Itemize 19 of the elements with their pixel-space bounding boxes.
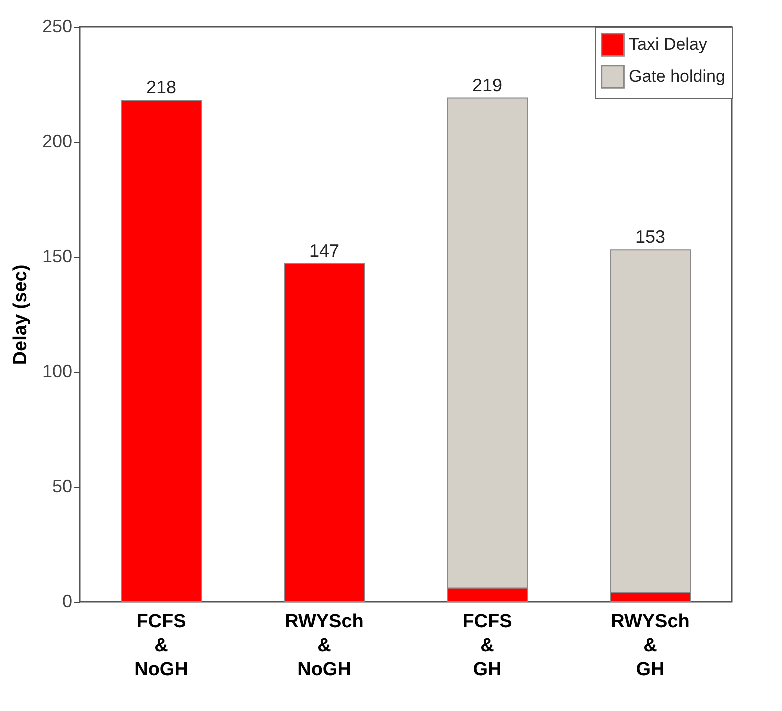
x-tick-label: RWYSch & GH bbox=[611, 612, 690, 680]
bar bbox=[121, 100, 202, 602]
x-tick-label: FCFS & NoGH bbox=[134, 612, 188, 680]
y-axis-title: Delay (sec) bbox=[10, 264, 32, 366]
legend-label: Taxi Delay bbox=[629, 35, 708, 54]
y-tick-label: 150 bbox=[42, 246, 72, 266]
total-label: 219 bbox=[472, 75, 503, 96]
y-tick-label: 0 bbox=[62, 592, 72, 612]
total-label: 147 bbox=[309, 240, 340, 261]
bar bbox=[284, 263, 365, 602]
y-tick-label: 250 bbox=[42, 16, 72, 36]
y-tick-label: 200 bbox=[42, 132, 72, 152]
legend-label: Gate holding bbox=[629, 67, 726, 86]
total-label: 218 bbox=[146, 78, 177, 98]
y-tick-label: 100 bbox=[42, 362, 72, 382]
total-label: 153 bbox=[635, 227, 666, 248]
x-tick-label: FCFS & GH bbox=[462, 612, 512, 680]
y-tick-label: 50 bbox=[52, 476, 72, 496]
x-tick-label: RWYSch & NoGH bbox=[285, 612, 364, 680]
